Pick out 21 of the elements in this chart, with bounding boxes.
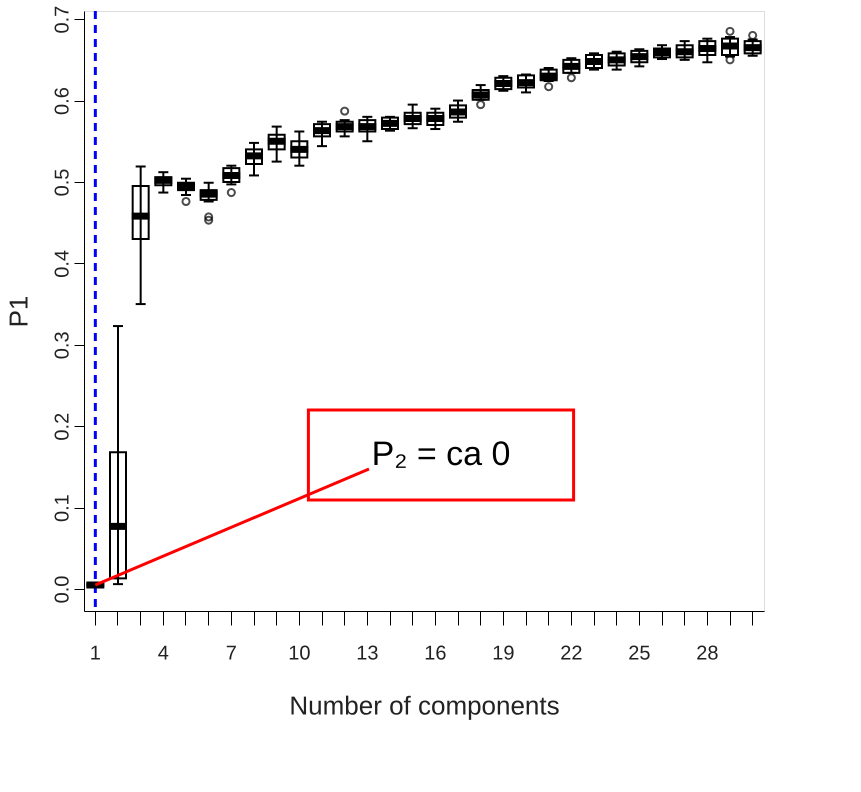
y-axis-title: P1 [4, 296, 34, 328]
x-tick-label: 22 [560, 642, 582, 664]
y-tick-label: 0.2 [52, 412, 74, 441]
y-tick-label: 0.5 [52, 168, 74, 196]
y-tick-label: 0.6 [52, 87, 74, 115]
y-tick-label: 0.1 [52, 494, 74, 522]
x-tick-label: 16 [424, 642, 446, 664]
x-tick-label: 19 [492, 642, 514, 664]
y-tick-label: 0.4 [52, 250, 74, 278]
x-tick-label: 1 [90, 642, 101, 664]
x-tick-label: 25 [628, 642, 650, 664]
x-axis-title: Number of components [289, 690, 560, 720]
x-tick-label: 4 [158, 642, 169, 664]
x-tick-label: 28 [696, 642, 718, 664]
x-tick-label: 7 [226, 642, 237, 664]
x-tick-label: 10 [288, 642, 310, 664]
y-tick-label: 0.3 [52, 331, 74, 360]
annotation: P₂ = ca 0 [372, 435, 510, 473]
y-tick-label: 0.7 [52, 6, 74, 34]
x-tick-label: 13 [356, 642, 378, 664]
y-tick-label: 0.0 [52, 576, 74, 604]
